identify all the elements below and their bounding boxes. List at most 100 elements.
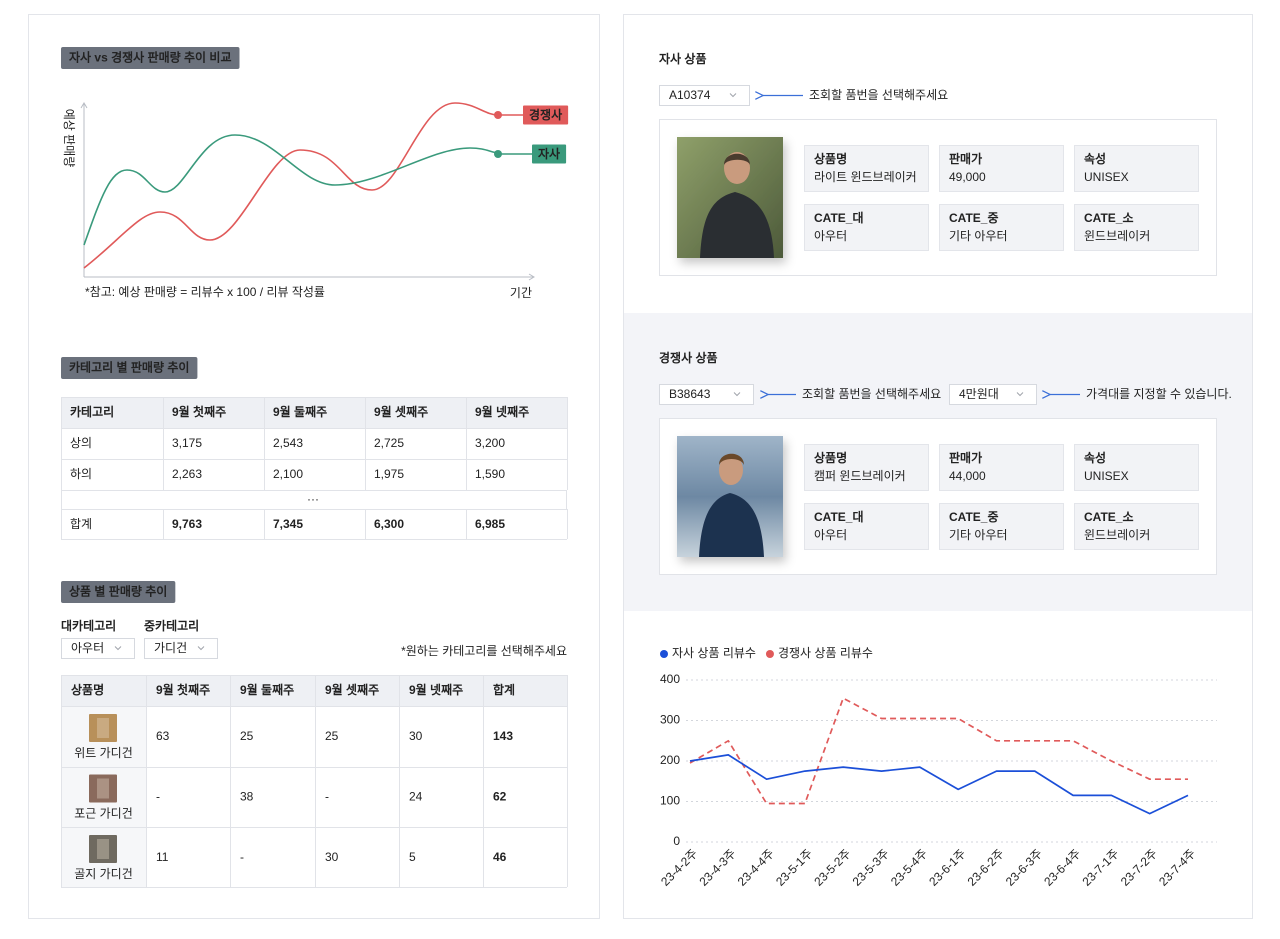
- table-header: 9월 둘째주: [273, 404, 327, 419]
- table-cell: 30: [325, 850, 339, 864]
- table-header-bg: [61, 675, 567, 706]
- section-badge: [61, 47, 240, 69]
- field-box: [1074, 204, 1199, 251]
- field-value: 아우터: [814, 229, 847, 243]
- table-cell: 11: [156, 850, 169, 864]
- field-label: 판매가: [949, 151, 982, 166]
- field-value: UNISEX: [1084, 469, 1129, 483]
- filter-label: 중카테고리: [144, 618, 199, 633]
- trend-y-label: 예상 판매량: [62, 109, 76, 168]
- field-label: 속성: [1084, 152, 1106, 166]
- filter-hint: *원하는 카테고리를 선택해주세요: [401, 644, 567, 658]
- table-total-value: 6,985: [475, 517, 505, 531]
- field-box: [1074, 503, 1199, 550]
- table-header: 9월 셋째주: [325, 682, 379, 697]
- section-title: 카테고리 별 판매량 추이: [69, 360, 189, 375]
- trend-series-badge: [532, 144, 567, 164]
- trend-curve: [83, 102, 499, 269]
- trend-x-arrow: [528, 273, 535, 281]
- series-line: [689, 697, 1188, 805]
- trend-x-label: 기간: [510, 286, 532, 300]
- field-value: 아우터: [814, 528, 847, 542]
- field-label: 상품명: [814, 450, 847, 465]
- y-tick-label: 100: [660, 794, 680, 808]
- field-box: [939, 503, 1064, 550]
- legend-label: 경쟁사 상품 리뷰수: [778, 646, 873, 660]
- series-line: [689, 754, 1189, 815]
- table-cell: 3,200: [475, 436, 505, 450]
- table-cell: 3,175: [172, 436, 202, 450]
- code-select-box[interactable]: [659, 384, 754, 405]
- trend-series-badge: [523, 105, 569, 125]
- price-select-value: 4만원대: [959, 387, 999, 401]
- product-thumbnail: [89, 774, 117, 803]
- hint-text: 가격대를 지정할 수 있습니다.: [1086, 387, 1232, 401]
- field-value: 기타 아우터: [949, 229, 1008, 243]
- section-title: 자사 vs 경쟁사 판매량 추이 비교: [69, 50, 232, 65]
- field-box: [1074, 145, 1199, 192]
- table-header: 9월 넷째주: [475, 404, 529, 419]
- legend-swatch: [660, 650, 668, 658]
- legend-swatch: [765, 650, 774, 658]
- table-cell: -: [156, 790, 160, 804]
- table-header: 9월 첫째주: [172, 404, 226, 419]
- table-header: 카테고리: [70, 404, 114, 419]
- table-header: 상품명: [71, 682, 104, 697]
- product-title: 자사 상품: [659, 51, 707, 66]
- table-cell: 1,975: [374, 467, 404, 481]
- price-select-chevron: [1016, 392, 1024, 397]
- field-label: CATE_중: [949, 211, 999, 225]
- table-cell: 2,263: [172, 467, 202, 481]
- table-cell: -: [325, 790, 329, 804]
- table-cell: 30: [409, 729, 423, 743]
- field-label: 상품명: [814, 151, 847, 166]
- code-select-chevron: [733, 392, 741, 397]
- product-thumbnail-detail: [97, 718, 109, 738]
- field-label: 속성: [1084, 451, 1106, 465]
- trend-series-name: 경쟁사: [529, 107, 562, 122]
- hint-text: 조회할 품번을 선택해주세요: [802, 387, 941, 401]
- table-total-value: 6,300: [374, 517, 404, 531]
- table-header: 9월 첫째주: [156, 682, 210, 697]
- filter-select-value: 아우터: [71, 641, 104, 655]
- field-box: [939, 444, 1064, 491]
- filter-select-box[interactable]: [144, 638, 218, 659]
- table-header-bg: [61, 397, 567, 428]
- table-cell: 38: [240, 790, 254, 804]
- table-cell: 63: [156, 729, 170, 743]
- own-product-photo: [677, 137, 783, 258]
- table-cell: 2,100: [273, 467, 303, 481]
- field-box: [1074, 444, 1199, 491]
- field-label: CATE_소: [1084, 211, 1134, 225]
- field-value: 윈드브레이커: [1084, 229, 1150, 243]
- code-select-value: A10374: [669, 88, 711, 102]
- trend-series-name: 자사: [538, 146, 560, 161]
- trend-note: *참고: 예상 판매량 = 리뷰수 x 100 / 리뷰 작성률: [85, 285, 325, 299]
- filter-select-box[interactable]: [61, 638, 135, 659]
- y-tick-label: 200: [660, 753, 680, 767]
- product-thumbnail-detail: [97, 778, 109, 799]
- table-ellipsis: ···: [307, 492, 319, 506]
- field-value: 기타 아우터: [949, 528, 1008, 542]
- field-box: [804, 444, 929, 491]
- table-header: 9월 넷째주: [409, 682, 463, 697]
- code-select-box[interactable]: [659, 85, 750, 106]
- filter-select-chevron: [114, 646, 122, 651]
- hint-text: 조회할 품번을 선택해주세요: [809, 88, 948, 102]
- table-total-value: 62: [493, 790, 507, 804]
- table-total-value: 46: [493, 850, 507, 864]
- field-box: [939, 204, 1064, 251]
- product-thumbnail: [89, 835, 117, 863]
- table-cell: 2,725: [374, 436, 404, 450]
- product-name: 위트 가디건: [74, 746, 133, 760]
- trend-y-arrow: [80, 102, 88, 109]
- field-label: CATE_중: [949, 510, 999, 524]
- table-cell: 상의: [70, 436, 92, 450]
- field-value: 44,000: [949, 469, 986, 483]
- competitor-product-photo: [677, 436, 783, 557]
- price-select-box[interactable]: [949, 384, 1037, 405]
- table-cell: 24: [409, 790, 423, 804]
- filter-label: 대카테고리: [61, 618, 116, 633]
- y-tick-label: 400: [660, 672, 680, 686]
- field-value: UNISEX: [1084, 170, 1129, 184]
